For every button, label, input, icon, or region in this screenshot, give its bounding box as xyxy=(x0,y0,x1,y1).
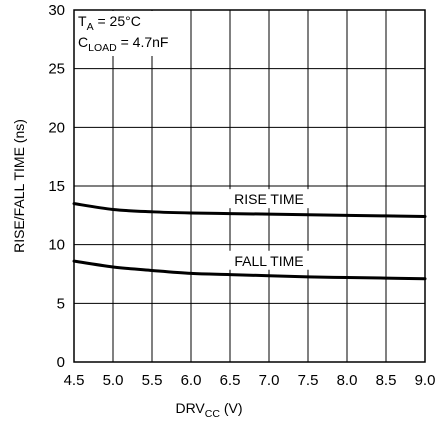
series-labels: RISE TIME FALL TIME xyxy=(221,189,317,270)
x-tick-label: 6.5 xyxy=(220,372,241,389)
fall-time-label: FALL TIME xyxy=(234,253,303,269)
temperature-annotation: TA = 25°C xyxy=(78,13,141,33)
x-tick-label: 8.5 xyxy=(376,372,397,389)
y-axis-title: RISE/FALL TIME (ns) xyxy=(11,119,27,253)
x-tick-labels: 4.5 5.0 5.5 6.0 6.5 7.0 7.5 8.0 8.5 9.0 xyxy=(64,372,435,389)
rise-time-label: RISE TIME xyxy=(234,191,304,207)
x-tick-label: 5.5 xyxy=(142,372,163,389)
rise-time-curve xyxy=(72,202,427,219)
y-tick-label: 15 xyxy=(48,178,65,195)
y-tick-label: 25 xyxy=(48,61,65,78)
x-axis-title: DRVCC (V) xyxy=(175,400,242,420)
x-tick-label: 8.0 xyxy=(337,372,358,389)
x-tick-label: 4.5 xyxy=(64,372,85,389)
x-tick-label: 9.0 xyxy=(415,372,435,389)
y-tick-label: 30 xyxy=(48,2,65,19)
annotation-background xyxy=(75,11,153,56)
y-tick-label: 0 xyxy=(57,354,65,371)
curves xyxy=(72,202,427,281)
x-tick-label: 5.0 xyxy=(103,372,124,389)
fall-time-curve xyxy=(72,259,427,281)
y-tick-labels: 0 5 10 15 20 25 30 xyxy=(48,2,65,371)
rise-time-label-background xyxy=(221,189,317,209)
x-tick-label: 6.0 xyxy=(181,372,202,389)
y-tick-label: 5 xyxy=(57,295,65,312)
y-tick-label: 20 xyxy=(48,119,65,136)
y-tick-label: 10 xyxy=(48,237,65,254)
load-annotation: CLOAD = 4.7nF xyxy=(78,34,168,54)
grid xyxy=(73,9,426,363)
x-tick-label: 7.5 xyxy=(298,372,319,389)
x-tick-label: 7.0 xyxy=(259,372,280,389)
fall-time-label-background xyxy=(221,250,317,270)
plot-frame xyxy=(73,9,426,363)
